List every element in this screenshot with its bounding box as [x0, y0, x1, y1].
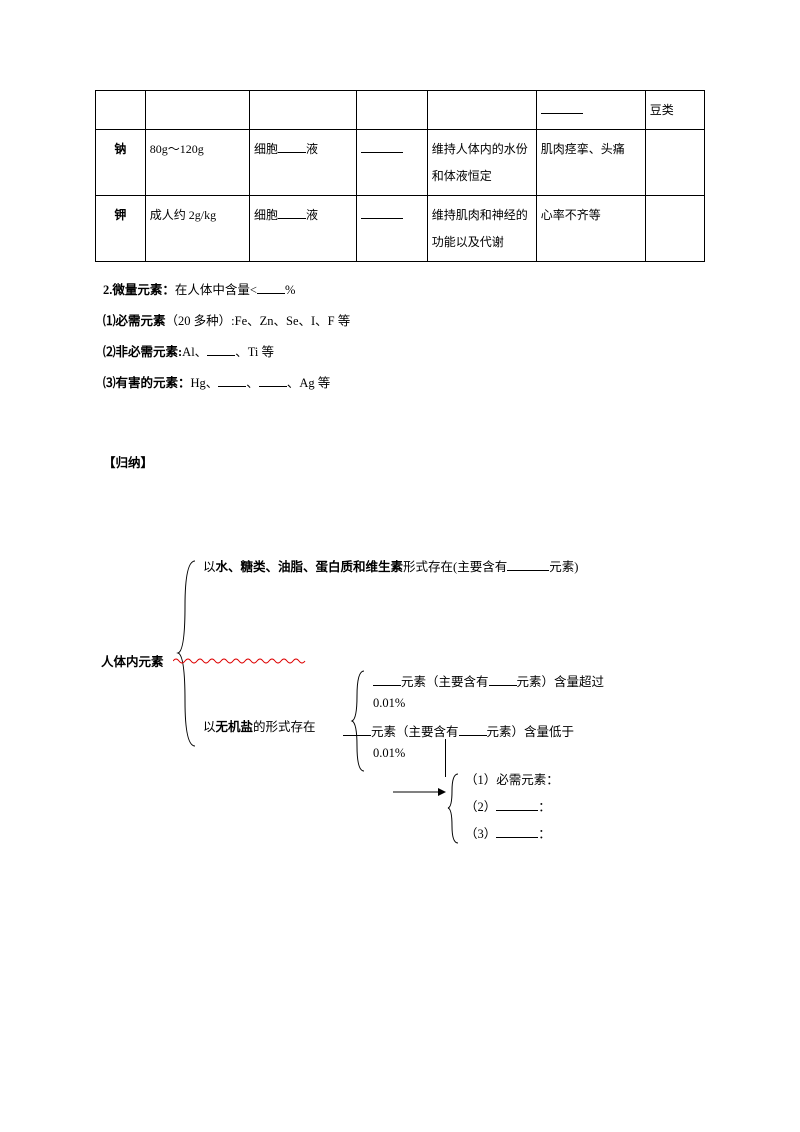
sub-line: 元素（主要含有 元素）含量超过 [373, 671, 604, 690]
leaf-line: （2） ： [465, 796, 551, 815]
brace-icon [175, 556, 205, 751]
blank-field[interactable] [278, 139, 306, 153]
sub-text: 元素（主要含有 [371, 725, 459, 739]
item-label: ⑵非必需元素: [103, 345, 182, 359]
branch-text: 以 [203, 720, 216, 734]
item-text: 、Ti 等 [235, 345, 274, 359]
diagram-root: 人体内元素 [101, 651, 164, 670]
cell-text: 细胞 [254, 208, 278, 222]
item-text: Hg、 [191, 376, 219, 390]
cell-text: 豆类 [645, 91, 704, 130]
cell-function: 维持肌肉和神经的功能以及代谢 [427, 196, 536, 262]
wavy-underline [173, 657, 308, 665]
cell-text: 细胞 [254, 142, 278, 156]
blank-field[interactable] [496, 797, 538, 811]
leaf-line: （1）必需元素： [465, 769, 559, 788]
heading-label: 2.微量元素： [103, 283, 175, 297]
item-text: 、 [246, 376, 259, 390]
row-label: 钠 [96, 130, 146, 196]
cell-content: 成人约 2g/kg [145, 196, 249, 262]
trace-item: ⑵非必需元素:Al、 、Ti 等 [95, 340, 705, 365]
sub-text: 元素）含量超过 [517, 675, 605, 689]
cell-deficiency: 心率不齐等 [536, 196, 645, 262]
diagram: 人体内元素 以水、糖类、油脂、蛋白质和维生素形式存在(主要含有元素) 以无机盐的… [95, 521, 705, 871]
trace-item: ⑶有害的元素：Hg、 、 、Ag 等 [95, 371, 705, 396]
blank-field[interactable] [218, 373, 246, 387]
cell-function: 维持人体内的水份和体液恒定 [427, 130, 536, 196]
row-label: 钾 [96, 196, 146, 262]
branch-bold: 水、糖类、油脂、蛋白质和维生素 [216, 560, 404, 574]
branch-text: 以 [203, 560, 216, 574]
branch-text: 元素) [549, 560, 578, 574]
blank-field[interactable] [361, 205, 403, 219]
leaf-line: （3） ： [465, 823, 551, 842]
leaf-text: ： [538, 827, 551, 841]
cell-content: 80g～120g [145, 130, 249, 196]
blank-field[interactable] [489, 672, 517, 686]
blank-field[interactable] [343, 722, 371, 736]
branch-text: 的形式存在 [253, 720, 316, 734]
sub-line: 元素（主要含有 元素）含量低于 [343, 721, 574, 740]
branch-line: 以水、糖类、油脂、蛋白质和维生素形式存在(主要含有 元素) [203, 556, 578, 575]
blank-field[interactable] [278, 205, 306, 219]
sub-pct: 0.01% [373, 696, 405, 711]
cell-deficiency: 肌肉痉挛、头痛 [536, 130, 645, 196]
heading-text: 在人体中含量< [175, 283, 257, 297]
item-label: ⑶有害的元素： [103, 376, 191, 390]
branch-bold: 无机盐 [216, 720, 254, 734]
leaf-text: （2） [465, 800, 496, 814]
item-text: 、Ag 等 [287, 376, 330, 390]
elements-table: 豆类 钠 80g～120g 细胞液 维持人体内的水份和体液恒定 肌肉痉挛、头痛 … [95, 90, 705, 262]
blank-field[interactable] [541, 100, 583, 114]
item-label: ⑴必需元素 [103, 314, 166, 328]
blank-field[interactable] [257, 280, 285, 294]
branch-text: 形式存在(主要含有 [403, 560, 507, 574]
blank-field[interactable] [207, 342, 235, 356]
trace-heading: 2.微量元素：在人体中含量<% [95, 278, 705, 303]
table-row: 豆类 [96, 91, 705, 130]
table-row: 钾 成人约 2g/kg 细胞 液 维持肌肉和神经的功能以及代谢 心率不齐等 [96, 196, 705, 262]
blank-field[interactable] [459, 722, 487, 736]
sub-text: 元素（主要含有 [401, 675, 489, 689]
cell-text: 液 [306, 142, 318, 156]
item-text: （20 多种）:Fe、Zn、Se、I、F 等 [166, 314, 351, 328]
blank-field[interactable] [373, 672, 401, 686]
branch-line: 以无机盐的形式存在 [203, 716, 316, 735]
leaf-text: （3） [465, 827, 496, 841]
brace-icon [445, 771, 463, 846]
cell-text: 液 [306, 208, 318, 222]
summary-title: 【归纳】 [95, 451, 705, 476]
heading-suffix: % [285, 283, 295, 297]
blank-field[interactable] [361, 139, 403, 153]
trace-item: ⑴必需元素（20 多种）:Fe、Zn、Se、I、F 等 [95, 309, 705, 334]
leaf-text: ： [538, 800, 551, 814]
blank-field[interactable] [496, 824, 538, 838]
blank-field[interactable] [507, 557, 549, 571]
blank-field[interactable] [259, 373, 287, 387]
table-row: 钠 80g～120g 细胞 液 维持人体内的水份和体液恒定 肌肉痉挛、头痛 [96, 130, 705, 196]
sub-pct: 0.01% [373, 746, 405, 761]
arrow-icon [393, 786, 448, 798]
item-text: Al、 [182, 345, 207, 359]
sub-text: 元素）含量低于 [487, 725, 575, 739]
